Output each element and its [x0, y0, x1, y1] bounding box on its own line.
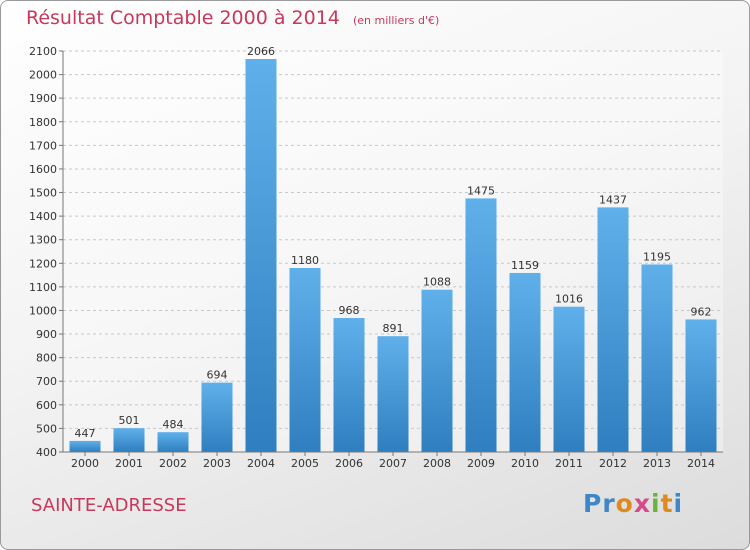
bar-value-label: 1475 [467, 184, 495, 197]
logo-letter: t [660, 489, 674, 518]
bar [465, 198, 497, 452]
y-tick-label: 800 [36, 352, 57, 365]
bar [245, 59, 277, 453]
y-tick-label: 900 [36, 328, 57, 341]
logo-letter: i [673, 489, 684, 518]
x-tick-label: 2011 [555, 457, 583, 470]
x-tick-label: 2003 [203, 457, 231, 470]
bar [69, 440, 101, 452]
x-tick-label: 2006 [335, 457, 363, 470]
proxiti-logo: Proxiti [583, 489, 683, 518]
x-tick-label: 2012 [599, 457, 627, 470]
y-tick-label: 500 [36, 422, 57, 435]
bar-value-label: 484 [163, 418, 184, 431]
bar-value-label: 962 [691, 305, 712, 318]
y-tick-label: 700 [36, 375, 57, 388]
bar [333, 318, 365, 452]
x-tick-label: 2007 [379, 457, 407, 470]
chart-title: Résultat Comptable 2000 à 2014 [26, 7, 340, 29]
y-tick-label: 1800 [29, 116, 57, 129]
logo-letter: o [615, 489, 634, 518]
bar [377, 336, 409, 452]
chart-subtitle: (en milliers d'€) [352, 14, 440, 27]
y-tick-label: 1000 [29, 304, 57, 317]
bar-value-label: 1195 [643, 250, 671, 263]
y-tick-label: 1500 [29, 187, 57, 200]
x-tick-label: 2004 [247, 457, 275, 470]
bar [421, 289, 453, 452]
bar-value-label: 1159 [511, 259, 539, 272]
y-tick-label: 1100 [29, 281, 57, 294]
y-tick-label: 2000 [29, 69, 57, 82]
bar [201, 382, 233, 452]
y-tick-label: 1900 [29, 92, 57, 105]
x-tick-label: 2009 [467, 457, 495, 470]
y-tick-label: 600 [36, 399, 57, 412]
x-tick-label: 2008 [423, 457, 451, 470]
y-tick-label: 1300 [29, 234, 57, 247]
logo-letter: r [602, 489, 616, 518]
y-tick-label: 400 [36, 446, 57, 459]
bar [597, 207, 629, 452]
y-tick-label: 1600 [29, 163, 57, 176]
x-tick-label: 2013 [643, 457, 671, 470]
bar [509, 272, 541, 452]
bar [685, 319, 717, 452]
bar-value-label: 501 [119, 414, 140, 427]
x-tick-label: 2002 [159, 457, 187, 470]
logo-letter: x [633, 489, 651, 518]
y-tick-label: 2100 [29, 45, 57, 58]
bar-value-label: 891 [383, 322, 404, 335]
x-tick-label: 2014 [687, 457, 715, 470]
y-tick-label: 1400 [29, 210, 57, 223]
bar [113, 428, 145, 452]
bar-value-label: 968 [339, 304, 360, 317]
x-tick-label: 2010 [511, 457, 539, 470]
y-tick-label: 1200 [29, 257, 57, 270]
bar-value-label: 1437 [599, 193, 627, 206]
logo-letter: P [583, 489, 603, 518]
bar-value-label: 2066 [247, 45, 275, 58]
city-name: SAINTE-ADRESSE [31, 495, 187, 516]
bar [289, 268, 321, 452]
bar [641, 264, 673, 452]
bar-value-label: 1016 [555, 293, 583, 306]
bar-value-label: 694 [207, 369, 228, 382]
x-tick-label: 2000 [71, 457, 99, 470]
bar-value-label: 1180 [291, 254, 319, 267]
y-tick-label: 1700 [29, 139, 57, 152]
bar [157, 432, 189, 452]
bar-value-label: 1088 [423, 276, 451, 289]
x-tick-label: 2005 [291, 457, 319, 470]
logo-letter: i [651, 489, 661, 518]
bar-value-label: 447 [75, 427, 96, 440]
chart-title-block: Résultat Comptable 2000 à 2014 (en milli… [26, 7, 439, 29]
x-tick-label: 2001 [115, 457, 143, 470]
bar [553, 306, 585, 452]
